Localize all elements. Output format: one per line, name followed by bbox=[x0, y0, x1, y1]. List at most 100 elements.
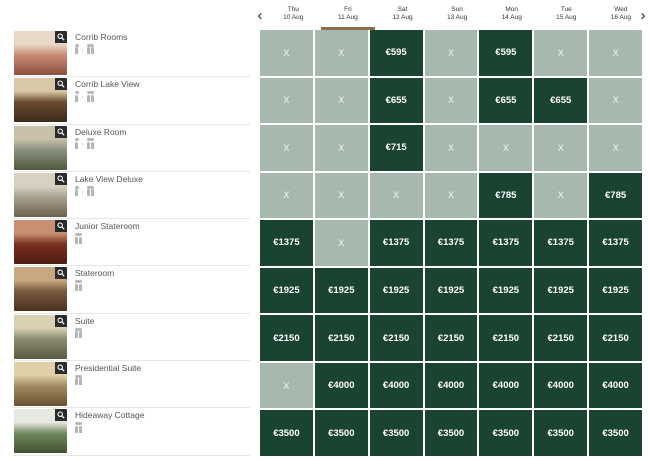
next-dates-chevron-icon[interactable]: › bbox=[640, 7, 646, 24]
day-column-sat[interactable]: Sat 12 Aug bbox=[375, 4, 430, 30]
room-photo[interactable] bbox=[14, 267, 67, 312]
price-cell[interactable]: €715 bbox=[369, 125, 423, 171]
magnifier-icon[interactable] bbox=[55, 172, 67, 185]
room-photo[interactable] bbox=[14, 362, 67, 407]
price-cell[interactable]: €4000 bbox=[534, 362, 588, 409]
person-icon bbox=[74, 374, 79, 386]
person-icon bbox=[74, 327, 79, 339]
day-date: 12 Aug bbox=[392, 14, 413, 21]
room-photo[interactable] bbox=[14, 314, 67, 359]
room-row: Presidential Suite bbox=[14, 361, 250, 409]
price-cell[interactable]: €4000 bbox=[424, 362, 478, 409]
magnifier-icon[interactable] bbox=[55, 31, 67, 43]
room-name[interactable]: Corrib Lake View bbox=[75, 79, 140, 90]
price-cell[interactable]: €1375 bbox=[589, 220, 642, 266]
room-row: Stateroom bbox=[14, 266, 250, 314]
price-cell[interactable]: €4000 bbox=[314, 362, 368, 409]
room-name[interactable]: Lake View Deluxe bbox=[75, 173, 143, 184]
day-date: 13 Aug bbox=[446, 14, 468, 21]
magnifier-icon[interactable] bbox=[55, 362, 67, 375]
room-photo[interactable] bbox=[14, 125, 67, 170]
price-cell[interactable]: €3500 bbox=[260, 410, 313, 456]
price-cell[interactable]: €1925 bbox=[260, 267, 313, 314]
price-cell[interactable]: €1925 bbox=[534, 267, 588, 314]
unavailable-cell: X bbox=[424, 125, 478, 171]
room-photo[interactable] bbox=[14, 172, 67, 217]
date-header: ‹ Thu 10 Aug Fri 11 Aug Sat 12 Aug Sun 13 Aug Mo… bbox=[252, 4, 650, 30]
magnifier-icon[interactable] bbox=[55, 267, 67, 280]
magnifier-icon[interactable] bbox=[55, 220, 67, 233]
price-cell[interactable]: €4000 bbox=[369, 362, 423, 409]
person-icon bbox=[78, 422, 82, 433]
price-cell[interactable]: €4000 bbox=[479, 362, 533, 409]
room-photo[interactable] bbox=[14, 409, 67, 454]
unavailable-cell: X bbox=[589, 125, 642, 171]
price-cell[interactable]: €1925 bbox=[589, 267, 642, 314]
room-name[interactable]: Presidential Suite bbox=[75, 363, 142, 374]
room-name[interactable]: Hideaway Cottage bbox=[75, 410, 145, 421]
price-cell[interactable]: €785 bbox=[479, 172, 533, 219]
availability-grid: X X €595 X €595 X X X X €655 X €655 €655 X X X €715 X X X X X… bbox=[260, 30, 642, 456]
price-cell[interactable]: €3500 bbox=[534, 410, 588, 456]
person-icon bbox=[78, 374, 82, 386]
price-cell[interactable]: €655 bbox=[534, 77, 588, 124]
price-cell[interactable]: €1375 bbox=[424, 220, 478, 266]
prev-dates-chevron-icon[interactable]: ‹ bbox=[257, 7, 263, 24]
price-cell[interactable]: €4000 bbox=[589, 362, 642, 409]
price-cell[interactable]: €2150 bbox=[534, 315, 588, 361]
price-cell[interactable]: €2150 bbox=[314, 315, 368, 361]
price-cell[interactable]: €1925 bbox=[314, 267, 368, 314]
price-cell[interactable]: €3500 bbox=[424, 410, 478, 456]
price-cell[interactable]: €3500 bbox=[314, 410, 368, 456]
magnifier-icon[interactable] bbox=[55, 125, 67, 138]
price-cell[interactable]: €2150 bbox=[479, 315, 533, 361]
price-cell[interactable]: €2150 bbox=[369, 315, 423, 361]
room-photo[interactable] bbox=[14, 220, 67, 265]
person-icon bbox=[90, 185, 94, 197]
price-cell[interactable]: €655 bbox=[479, 77, 533, 124]
room-name[interactable]: Junior Stateroom bbox=[75, 221, 140, 232]
magnifier-icon[interactable] bbox=[55, 409, 67, 422]
price-cell[interactable]: €2150 bbox=[424, 315, 478, 361]
range-arrow-icon: › bbox=[81, 47, 84, 54]
price-cell[interactable]: €1375 bbox=[260, 220, 313, 266]
room-name[interactable]: Corrib Rooms bbox=[75, 32, 128, 42]
day-column-tue[interactable]: Tue 15 Aug bbox=[539, 4, 594, 30]
room-photo[interactable] bbox=[14, 31, 67, 75]
price-cell[interactable]: €1925 bbox=[369, 267, 423, 314]
day-column-thu[interactable]: Thu 10 Aug bbox=[266, 4, 321, 30]
magnifier-icon[interactable] bbox=[55, 314, 67, 327]
occupancy-icons bbox=[74, 327, 82, 339]
day-column-mon[interactable]: Mon 14 Aug bbox=[484, 4, 539, 30]
price-cell[interactable]: €1375 bbox=[369, 220, 423, 266]
unavailable-cell: X bbox=[424, 77, 478, 124]
price-cell[interactable]: €1375 bbox=[534, 220, 588, 266]
unavailable-cell: X bbox=[589, 30, 642, 76]
price-cell[interactable]: €595 bbox=[369, 30, 423, 76]
price-cell[interactable]: €1375 bbox=[479, 220, 533, 266]
price-cell[interactable]: €1925 bbox=[479, 267, 533, 314]
price-cell[interactable]: €785 bbox=[589, 172, 642, 219]
unavailable-cell: X bbox=[260, 172, 313, 219]
price-cell[interactable]: €3500 bbox=[479, 410, 533, 456]
day-column-fri[interactable]: Fri 11 Aug bbox=[320, 4, 376, 30]
room-row: Lake View Deluxe › bbox=[14, 172, 250, 220]
day-column-sun[interactable]: Sun 13 Aug bbox=[430, 4, 485, 30]
price-cell[interactable]: €1925 bbox=[424, 267, 478, 314]
price-cell[interactable]: €2150 bbox=[589, 315, 642, 361]
magnifier-icon[interactable] bbox=[55, 78, 67, 91]
price-cell[interactable]: €3500 bbox=[589, 410, 642, 456]
room-name[interactable]: Deluxe Room bbox=[75, 126, 127, 137]
price-cell[interactable]: €595 bbox=[479, 30, 533, 76]
room-name[interactable]: Stateroom bbox=[75, 268, 115, 279]
occupancy-icons: › bbox=[74, 43, 94, 55]
room-name[interactable]: Suite bbox=[75, 315, 95, 326]
day-column-wed[interactable]: Wed 16 Aug bbox=[594, 4, 649, 30]
price-cell[interactable]: €655 bbox=[369, 77, 423, 124]
person-icon bbox=[86, 43, 91, 55]
person-icon bbox=[74, 91, 79, 102]
room-photo[interactable] bbox=[14, 78, 67, 123]
unavailable-cell: X bbox=[369, 172, 423, 219]
price-cell[interactable]: €2150 bbox=[260, 315, 313, 361]
price-cell[interactable]: €3500 bbox=[369, 410, 423, 456]
